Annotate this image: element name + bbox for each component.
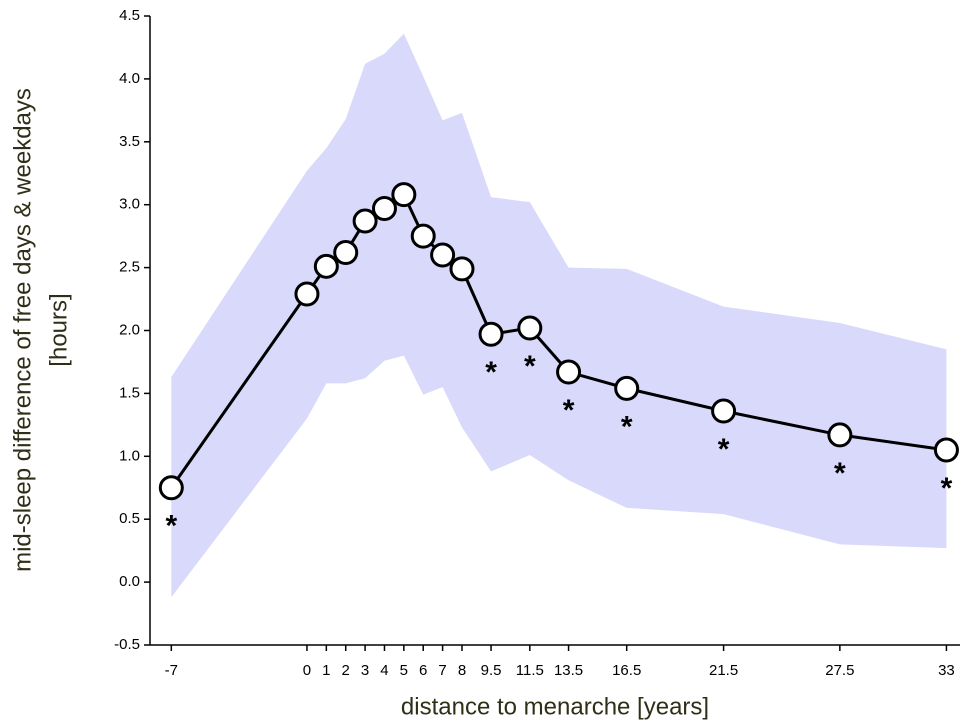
data-point bbox=[410, 223, 436, 249]
data-point bbox=[827, 422, 853, 448]
y-tick-label: 2.0 bbox=[119, 321, 140, 338]
data-point bbox=[711, 398, 737, 424]
data-point bbox=[614, 375, 640, 401]
significance-mark: * bbox=[563, 394, 575, 427]
x-tick-label: 16.5 bbox=[612, 662, 641, 679]
significance-mark: * bbox=[524, 350, 536, 383]
x-tick-label: 7 bbox=[438, 662, 446, 679]
data-point bbox=[478, 321, 504, 347]
x-tick-label: 2 bbox=[342, 662, 350, 679]
y-tick-label: 3.5 bbox=[119, 133, 140, 150]
significance-mark: * bbox=[718, 433, 730, 466]
data-point bbox=[313, 253, 339, 279]
y-tick-label: 4.5 bbox=[119, 7, 140, 24]
data-point bbox=[352, 208, 378, 234]
x-tick-label: 0 bbox=[303, 662, 311, 679]
data-point bbox=[933, 437, 959, 463]
data-point bbox=[449, 256, 475, 282]
x-tick-label: 11.5 bbox=[516, 662, 544, 679]
y-tick-label: 0.5 bbox=[119, 510, 140, 527]
x-tick-label: 13.5 bbox=[554, 662, 583, 679]
y-axis-label: mid-sleep difference of free days & week… bbox=[9, 88, 36, 572]
y-tick-label: 1.0 bbox=[119, 447, 140, 464]
x-axis-label: distance to menarche [years] bbox=[401, 693, 709, 720]
y-tick-label: 1.5 bbox=[119, 384, 140, 401]
confidence-band bbox=[171, 33, 947, 598]
data-point bbox=[517, 315, 543, 341]
x-tick-label: 33 bbox=[938, 662, 955, 679]
y-tick-label: 3.0 bbox=[119, 196, 140, 213]
y-tick-label: -0.5 bbox=[114, 636, 140, 653]
x-tick-label: -7 bbox=[165, 662, 178, 679]
x-tick-label: 6 bbox=[419, 662, 427, 679]
data-point bbox=[333, 240, 359, 266]
data-point bbox=[158, 475, 184, 501]
data-point bbox=[391, 182, 417, 208]
y-tick-label: 4.0 bbox=[119, 70, 140, 87]
x-tick-label: 9.5 bbox=[481, 662, 502, 679]
x-tick-label: 4 bbox=[380, 662, 388, 679]
x-tick-label: 21.5 bbox=[709, 662, 738, 679]
significance-mark: * bbox=[941, 472, 953, 505]
y-tick-label: 2.5 bbox=[119, 259, 140, 276]
significance-mark: * bbox=[485, 356, 497, 389]
data-point bbox=[294, 281, 320, 307]
data-point bbox=[430, 242, 456, 268]
x-tick-label: 1 bbox=[322, 662, 330, 679]
significance-mark: * bbox=[834, 457, 846, 490]
data-point bbox=[556, 359, 582, 385]
x-tick-label: 3 bbox=[361, 662, 369, 679]
y-axis-label: [hours] bbox=[45, 293, 72, 366]
significance-mark: * bbox=[621, 410, 633, 443]
data-point bbox=[371, 195, 397, 221]
x-tick-label: 8 bbox=[458, 662, 466, 679]
x-tick-label: 27.5 bbox=[825, 662, 854, 679]
x-tick-label: 5 bbox=[400, 662, 408, 679]
significance-mark: * bbox=[165, 510, 177, 543]
y-tick-label: 0.0 bbox=[119, 573, 140, 590]
